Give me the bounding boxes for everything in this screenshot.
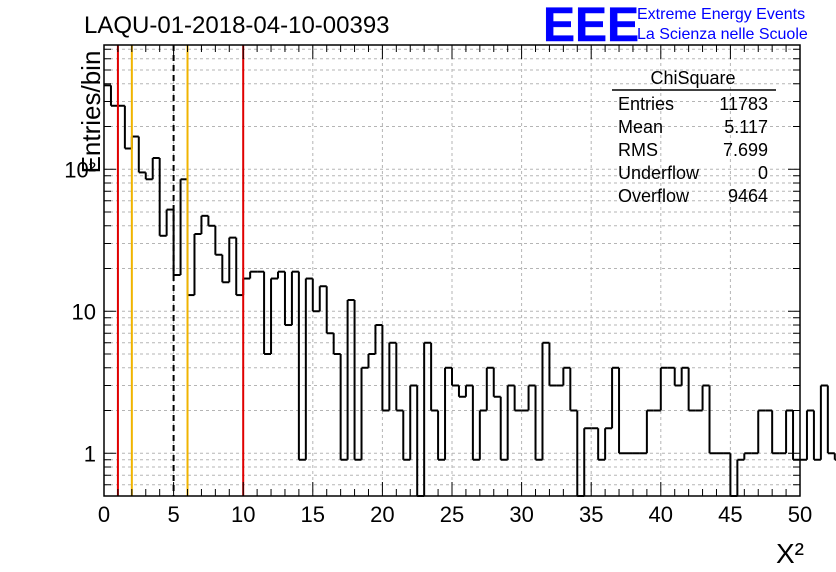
- x-tick-label: 50: [788, 502, 812, 527]
- logo-line-1: Extreme Energy Events: [637, 6, 805, 23]
- x-tick-label: 30: [509, 502, 533, 527]
- stats-value: 5.117: [724, 117, 768, 137]
- stats-value: 0: [758, 163, 768, 183]
- eee-logo: EEE: [543, 0, 639, 52]
- x-tick-label: 10: [231, 502, 255, 527]
- y-tick-label: 10: [72, 299, 96, 324]
- chart-title: LAQU-01-2018-04-10-00393: [84, 12, 390, 39]
- reference-lines: [116, 45, 245, 496]
- stats-label: Underflow: [618, 163, 700, 183]
- x-tick-label: 35: [579, 502, 603, 527]
- stats-value: 7.699: [723, 140, 768, 160]
- x-tick-label: 25: [440, 502, 464, 527]
- x-tick-label: 15: [301, 502, 325, 527]
- axis-ticks: 0 5 10 15 20 25 30 35 40 45 50 1 10 10²: [64, 45, 812, 527]
- x-tick-label: 45: [718, 502, 742, 527]
- stats-label: Mean: [618, 117, 663, 137]
- logo-line-2: La Scienza nelle Scuole: [637, 26, 808, 43]
- histogram: [104, 84, 836, 497]
- stats-value: 11783: [719, 94, 768, 114]
- stats-value: 9464: [728, 186, 768, 206]
- x-axis-label: X²: [776, 538, 804, 569]
- x-tick-label: 5: [167, 502, 179, 527]
- grid: [104, 45, 800, 497]
- x-tick-label: 20: [370, 502, 394, 527]
- x-tick-label: 40: [649, 502, 673, 527]
- x-tick-label: 0: [98, 502, 110, 527]
- stats-label: Entries: [618, 94, 674, 114]
- y-axis-label: Entries/bin: [76, 51, 106, 174]
- stats-label: RMS: [618, 140, 658, 160]
- y-tick-label: 1: [84, 441, 96, 466]
- stats-box: ChiSquare Entries 11783 Mean 5.117 RMS 7…: [612, 68, 776, 206]
- stats-label: Overflow: [618, 186, 690, 206]
- stats-title: ChiSquare: [650, 68, 735, 88]
- y-tick-label: 10²: [64, 157, 96, 182]
